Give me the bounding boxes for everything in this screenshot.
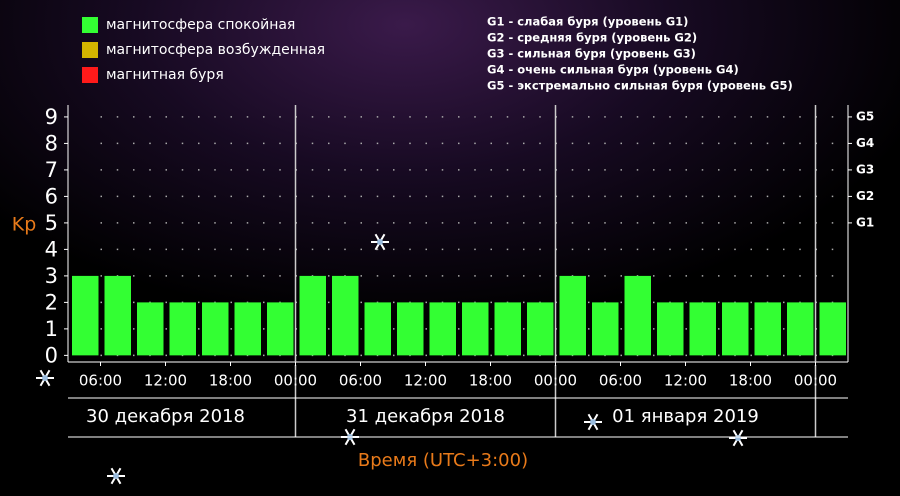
day-label: 30 декабря 2018 xyxy=(86,406,245,427)
x-tick-label: 00:00 xyxy=(794,372,837,390)
bar xyxy=(72,275,99,356)
x-tick-label: 18:00 xyxy=(729,372,772,390)
y-tick-label: 3 xyxy=(45,264,58,288)
x-tick-label: 06:00 xyxy=(339,372,382,390)
bar xyxy=(299,275,326,356)
x-tick-label: 12:00 xyxy=(404,372,447,390)
bar xyxy=(754,302,781,356)
bar xyxy=(559,275,586,356)
bar xyxy=(689,302,716,356)
bar xyxy=(722,302,749,356)
bar xyxy=(657,302,684,356)
bar xyxy=(332,275,359,356)
y-tick-label: 0 xyxy=(45,343,58,367)
x-tick-label: 18:00 xyxy=(469,372,512,390)
bar xyxy=(234,302,261,356)
bar xyxy=(397,302,424,356)
bar xyxy=(592,302,619,356)
x-tick-label: 00:00 xyxy=(534,372,577,390)
y-tick-label: 1 xyxy=(45,317,58,341)
bar xyxy=(137,302,164,356)
y-tick-label: 6 xyxy=(45,184,58,208)
legend-swatch xyxy=(82,67,98,83)
y-tick-label: 8 xyxy=(45,131,58,155)
x-tick-label: 00:00 xyxy=(274,372,317,390)
bar xyxy=(429,302,456,356)
y2-tick-label: G5 xyxy=(856,109,874,123)
bar xyxy=(202,302,229,356)
legend-label: магнитная буря xyxy=(106,67,224,83)
bar xyxy=(364,302,391,356)
y-tick-label: 4 xyxy=(45,237,58,261)
legend-label: магнитосфера возбужденная xyxy=(106,42,325,58)
y2-tick-label: G2 xyxy=(856,189,874,203)
note: G5 - экстремально сильная буря (уровень … xyxy=(487,79,793,93)
bar xyxy=(104,275,131,356)
bar xyxy=(527,302,554,356)
x-tick-label: 18:00 xyxy=(209,372,252,390)
x-axis-label: Время (UTC+3:00) xyxy=(358,450,528,471)
bar xyxy=(494,302,521,356)
x-tick-label: 06:00 xyxy=(79,372,122,390)
y2-tick-label: G1 xyxy=(856,215,874,229)
legend-swatch xyxy=(82,17,98,33)
y-tick-label: 7 xyxy=(45,158,58,182)
bar xyxy=(819,302,846,356)
legend-label: магнитосфера спокойная xyxy=(106,17,295,33)
x-tick-label: 12:00 xyxy=(664,372,707,390)
x-tick-label: 06:00 xyxy=(599,372,642,390)
y-axis-label: Kp xyxy=(12,214,37,236)
bar xyxy=(169,302,196,356)
bar xyxy=(624,275,651,356)
y-tick-label: 5 xyxy=(45,211,58,235)
note: G2 - средняя буря (уровень G2) xyxy=(487,31,697,45)
y-tick-label: 9 xyxy=(45,105,58,129)
y2-tick-label: G3 xyxy=(856,162,874,176)
bar xyxy=(267,302,294,356)
x-tick-label: 12:00 xyxy=(144,372,187,390)
legend-swatch xyxy=(82,42,98,58)
note: G3 - сильная буря (уровень G3) xyxy=(487,47,696,61)
day-label: 31 декабря 2018 xyxy=(346,406,505,427)
bar xyxy=(787,302,814,356)
y-tick-label: 2 xyxy=(45,290,58,314)
y2-tick-label: G4 xyxy=(856,136,874,150)
note: G4 - очень сильная буря (уровень G4) xyxy=(487,63,739,77)
bar xyxy=(462,302,489,356)
day-label: 01 января 2019 xyxy=(612,406,759,427)
note: G1 - слабая буря (уровень G1) xyxy=(487,15,688,29)
